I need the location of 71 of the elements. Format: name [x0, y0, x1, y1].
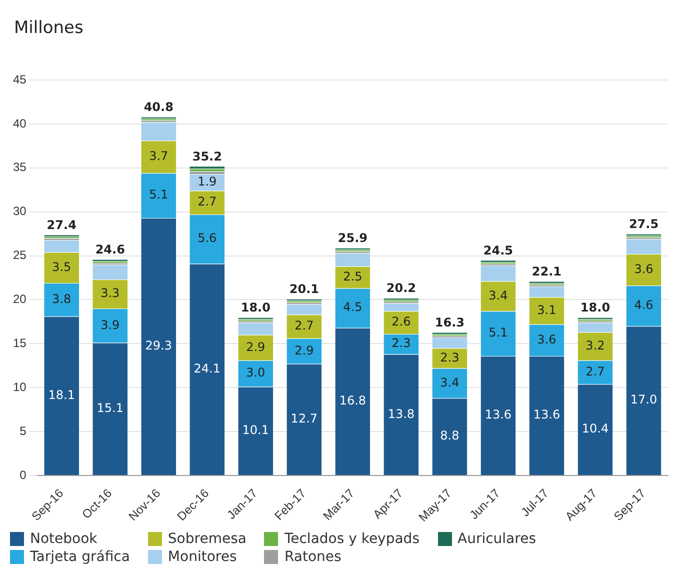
- legend-label: Tarjeta gráfica: [29, 548, 130, 566]
- y-tick-label: 45: [12, 72, 27, 86]
- data-label: 3.4: [440, 375, 460, 390]
- data-label: 13.6: [533, 408, 560, 422]
- data-label: 3.6: [634, 262, 654, 276]
- data-label: 3.4: [488, 288, 508, 302]
- legend-label: Notebook: [29, 530, 98, 548]
- total-label: 18.0: [240, 300, 270, 314]
- y-tick-label: 5: [20, 424, 27, 438]
- total-label: 18.0: [580, 300, 610, 314]
- data-label: 3.1: [537, 302, 556, 317]
- y-tick-label: 10: [12, 380, 27, 394]
- data-label: 3.6: [537, 332, 556, 346]
- data-label: 2.7: [198, 194, 217, 209]
- data-label: 3.2: [586, 338, 605, 352]
- data-label: 2.7: [586, 364, 605, 378]
- data-label: 15.1: [96, 401, 124, 416]
- data-label: 5.1: [149, 188, 168, 202]
- total-label: 25.9: [338, 231, 368, 246]
- total-label: 22.1: [532, 264, 562, 278]
- data-label: 16.8: [339, 394, 366, 408]
- y-tick-label: 35: [12, 160, 27, 174]
- data-label: 3.0: [246, 366, 266, 380]
- data-label: 5.6: [198, 231, 217, 246]
- y-tick-label: 0: [20, 468, 27, 482]
- data-label: 4.5: [343, 300, 362, 314]
- legend-label: Teclados y keypads: [283, 530, 420, 548]
- total-label: 35.2: [192, 149, 222, 164]
- total-label: 27.4: [46, 218, 76, 232]
- data-label: 4.6: [634, 298, 654, 312]
- data-label: 2.9: [246, 340, 266, 354]
- data-label: 2.9: [294, 343, 314, 358]
- data-label: 18.1: [48, 388, 75, 402]
- data-label: 3.8: [52, 292, 72, 306]
- y-tick-label: 40: [12, 116, 27, 130]
- total-label: 27.5: [628, 216, 659, 231]
- data-label: 1.9: [198, 174, 217, 189]
- data-label: 2.7: [294, 318, 314, 333]
- y-tick-label: 30: [12, 204, 27, 218]
- y-tick-label: 15: [12, 336, 27, 350]
- data-label: 13.8: [388, 406, 415, 421]
- data-label: 10.4: [582, 422, 609, 436]
- total-label: 20.1: [289, 282, 319, 296]
- legend-label: Sobremesa: [166, 530, 246, 548]
- data-label: 3.5: [52, 260, 72, 274]
- data-label: 5.1: [488, 326, 508, 340]
- total-label: 20.2: [386, 281, 416, 296]
- data-label: 24.1: [194, 361, 220, 376]
- data-label: 10.1: [242, 423, 270, 438]
- total-label: 24.5: [483, 243, 514, 258]
- data-label: 12.7: [290, 412, 318, 426]
- data-label: 3.9: [100, 318, 120, 332]
- legend-label: Auriculares: [456, 530, 536, 548]
- data-label: 3.3: [100, 286, 120, 300]
- data-label: 2.6: [392, 314, 411, 329]
- data-label: 2.3: [440, 350, 460, 364]
- data-label: 2.5: [343, 269, 362, 284]
- data-label: 17.0: [630, 392, 658, 407]
- total-label: 16.3: [434, 315, 464, 330]
- data-label: 3.7: [149, 149, 168, 164]
- data-label: 2.3: [392, 336, 411, 350]
- data-label: 13.6: [484, 408, 512, 422]
- total-label: 24.6: [95, 242, 125, 256]
- y-tick-label: 25: [12, 248, 27, 262]
- legend-label: Monitores: [166, 548, 238, 566]
- legend-label: Ratones: [283, 548, 342, 566]
- total-label: 40.8: [144, 100, 174, 114]
- data-label: 29.3: [145, 338, 172, 353]
- y-tick-label: 20: [12, 292, 27, 306]
- chart-title: Millones: [14, 18, 84, 38]
- data-label: 8.8: [440, 428, 460, 443]
